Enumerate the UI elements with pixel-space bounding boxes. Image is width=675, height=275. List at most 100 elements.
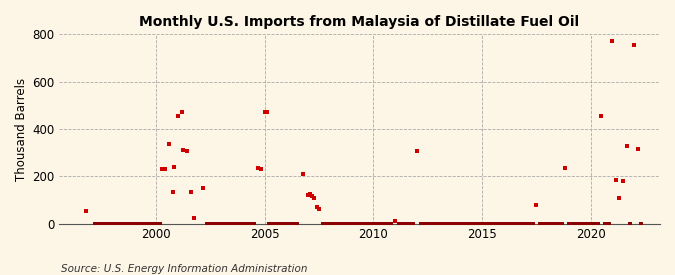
Point: [93, 221, 104, 226]
Point: [408, 221, 418, 226]
Point: [335, 221, 346, 226]
Point: [147, 221, 158, 226]
Point: [560, 166, 570, 170]
Point: [516, 221, 527, 226]
Point: [140, 221, 151, 226]
Point: [535, 221, 545, 226]
Point: [412, 149, 423, 154]
Point: [397, 221, 408, 226]
Point: [104, 221, 115, 226]
Point: [632, 147, 643, 151]
Point: [223, 221, 234, 226]
Point: [415, 221, 426, 226]
Point: [484, 221, 495, 226]
Point: [277, 221, 288, 226]
Point: [274, 221, 285, 226]
Point: [328, 221, 339, 226]
Point: [596, 114, 607, 118]
Point: [614, 195, 625, 200]
Point: [304, 192, 315, 196]
Point: [153, 221, 163, 226]
Point: [394, 221, 404, 226]
Point: [429, 221, 440, 226]
Point: [281, 221, 292, 226]
Point: [101, 221, 111, 226]
Point: [167, 189, 178, 194]
Point: [285, 221, 296, 226]
Point: [292, 221, 303, 226]
Point: [509, 221, 520, 226]
Point: [404, 221, 415, 226]
Point: [312, 205, 323, 209]
Point: [527, 221, 538, 226]
Point: [570, 221, 581, 226]
Point: [245, 221, 256, 226]
Point: [306, 194, 317, 199]
Point: [451, 221, 462, 226]
Point: [205, 221, 216, 226]
Point: [495, 221, 506, 226]
Point: [389, 219, 400, 223]
Point: [628, 43, 639, 47]
Point: [567, 221, 578, 226]
Point: [346, 221, 357, 226]
Point: [578, 221, 589, 226]
Point: [155, 221, 165, 226]
Point: [383, 221, 394, 226]
Point: [556, 221, 567, 226]
Point: [182, 149, 192, 154]
Point: [90, 221, 101, 226]
Point: [111, 221, 122, 226]
Point: [325, 221, 335, 226]
Point: [466, 221, 477, 226]
Point: [178, 148, 189, 152]
Point: [622, 143, 632, 148]
Point: [163, 142, 174, 147]
Point: [386, 221, 397, 226]
Point: [231, 221, 242, 226]
Point: [256, 167, 267, 171]
Point: [242, 221, 252, 226]
Point: [603, 221, 614, 226]
Point: [455, 221, 466, 226]
Point: [545, 221, 556, 226]
Point: [129, 221, 140, 226]
Point: [227, 221, 238, 226]
Point: [599, 221, 610, 226]
Point: [198, 186, 209, 190]
Point: [144, 221, 155, 226]
Point: [176, 110, 187, 115]
Point: [513, 221, 524, 226]
Point: [607, 39, 618, 44]
Point: [379, 221, 389, 226]
Point: [339, 221, 350, 226]
Point: [423, 221, 433, 226]
Point: [498, 221, 509, 226]
Point: [259, 110, 270, 115]
Point: [444, 221, 455, 226]
Point: [364, 221, 375, 226]
Point: [625, 221, 636, 226]
Point: [97, 221, 107, 226]
Point: [314, 207, 325, 211]
Point: [321, 221, 331, 226]
Point: [574, 221, 585, 226]
Point: [270, 221, 281, 226]
Point: [263, 221, 274, 226]
Point: [238, 221, 248, 226]
Point: [542, 221, 553, 226]
Point: [589, 221, 599, 226]
Point: [418, 221, 429, 226]
Point: [157, 167, 167, 171]
Point: [462, 221, 472, 226]
Point: [553, 221, 564, 226]
Point: [261, 110, 272, 115]
Title: Monthly U.S. Imports from Malaysia of Distillate Fuel Oil: Monthly U.S. Imports from Malaysia of Di…: [139, 15, 579, 29]
Text: Source: U.S. Energy Information Administration: Source: U.S. Energy Information Administ…: [61, 264, 307, 274]
Point: [487, 221, 498, 226]
Point: [267, 221, 277, 226]
Point: [80, 208, 91, 213]
Point: [480, 221, 491, 226]
Point: [115, 221, 126, 226]
Point: [252, 166, 263, 170]
